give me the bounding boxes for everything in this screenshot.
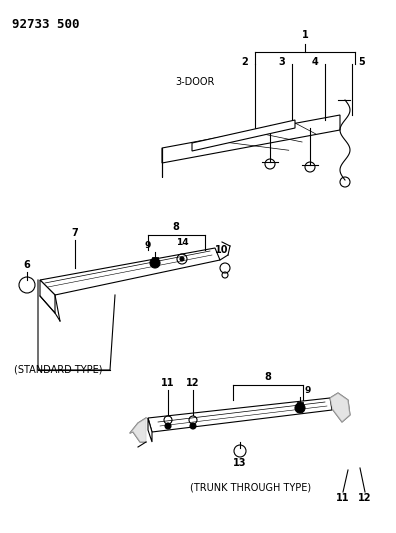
Polygon shape [148,418,152,442]
Text: 6: 6 [24,260,30,270]
Text: 12: 12 [358,493,372,503]
Polygon shape [40,248,220,295]
Polygon shape [162,115,340,163]
Polygon shape [148,398,332,432]
Text: 12: 12 [186,378,200,388]
Text: 9: 9 [305,386,311,395]
Polygon shape [130,418,146,442]
Text: 11: 11 [336,493,350,503]
Text: (TRUNK THROUGH TYPE): (TRUNK THROUGH TYPE) [190,483,311,493]
Text: 13: 13 [233,458,247,468]
Text: (STANDARD TYPE): (STANDARD TYPE) [14,365,103,375]
Text: 9: 9 [145,241,151,250]
Text: 92733 500: 92733 500 [12,18,80,31]
Text: 14: 14 [176,238,188,247]
Text: 4: 4 [311,57,318,67]
Circle shape [180,257,184,261]
Text: 1: 1 [302,30,308,40]
Text: 3-DOOR: 3-DOOR [175,77,214,87]
Text: 2: 2 [241,57,248,67]
Text: 8: 8 [173,222,179,232]
Text: 11: 11 [161,378,175,388]
Polygon shape [330,393,350,422]
Polygon shape [192,120,295,151]
Circle shape [165,423,171,429]
Text: 7: 7 [72,228,78,238]
Circle shape [150,258,160,268]
Text: 3: 3 [278,57,285,67]
Polygon shape [40,280,55,313]
Text: 8: 8 [265,372,271,382]
Text: 5: 5 [358,57,365,67]
Circle shape [190,423,196,429]
Circle shape [295,403,305,413]
Text: 10: 10 [215,245,228,255]
